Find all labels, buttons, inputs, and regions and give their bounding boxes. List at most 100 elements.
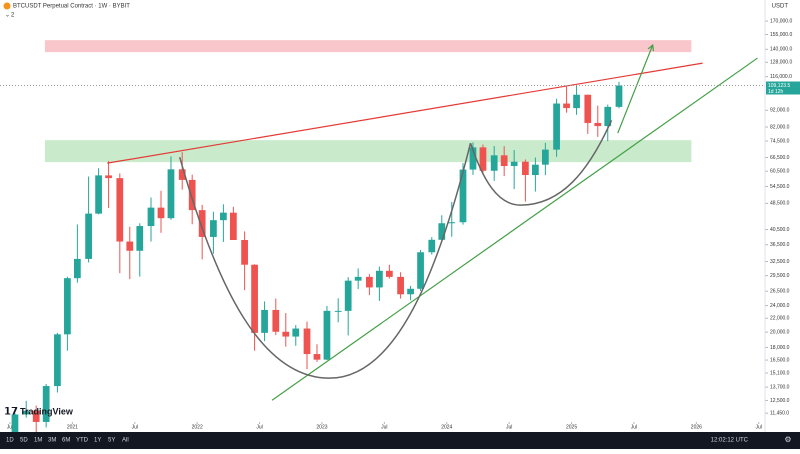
candle-body — [272, 309, 280, 332]
range-button[interactable]: All — [122, 438, 129, 444]
y-tick-label: 20,000.0 — [770, 329, 790, 335]
candle-body — [354, 276, 362, 281]
candle-body — [292, 328, 300, 337]
candle-body — [136, 226, 144, 251]
clock: 12:02:12 UTC — [711, 438, 749, 444]
x-tick-label: 2023 — [316, 424, 327, 430]
y-tick-label: 74,500.0 — [770, 138, 790, 144]
x-tick-label: Jul — [256, 424, 262, 430]
candle-body — [407, 288, 414, 295]
countdown-label: 1d 12h — [768, 89, 784, 95]
candle-body — [11, 414, 19, 446]
y-tick-label: 12,500.0 — [770, 398, 790, 404]
candle-body — [74, 258, 81, 279]
cup-curve — [469, 119, 613, 206]
candle-body — [323, 310, 331, 360]
symbol-icon — [3, 2, 11, 10]
last-price-tag — [766, 81, 800, 95]
range-button[interactable]: 1D — [6, 438, 14, 444]
candle-body — [157, 207, 165, 219]
candle-body — [417, 252, 424, 289]
currency-label[interactable]: USDT — [772, 4, 789, 10]
candle-body — [126, 241, 134, 251]
range-button[interactable]: 1M — [34, 438, 42, 444]
projection-arrow — [617, 43, 655, 134]
candle-body — [594, 122, 602, 127]
x-tick-label: 2025 — [566, 424, 577, 430]
candle-body — [188, 179, 196, 211]
price-zone — [44, 40, 692, 53]
candle-body — [198, 210, 206, 237]
candle-body — [366, 276, 373, 288]
candle-body — [147, 207, 155, 227]
y-tick-label: 155,000.0 — [770, 32, 792, 38]
candle-body — [553, 103, 560, 150]
range-button[interactable]: 3M — [48, 438, 56, 444]
range-button[interactable]: 5Y — [108, 438, 115, 444]
brand-name: TradingView — [20, 406, 74, 416]
y-tick-label: 54,500.0 — [770, 184, 790, 190]
y-tick-label: 48,500.0 — [770, 201, 790, 207]
candle-body — [64, 278, 71, 335]
y-tick-label: 18,000.0 — [770, 345, 790, 351]
y-tick-label: 32,500.0 — [770, 259, 790, 265]
y-tick-label: 60,500.0 — [770, 169, 790, 175]
candle-body — [85, 213, 92, 259]
y-tick-label: 170,000.0 — [770, 18, 792, 24]
indicator-toggle[interactable]: ⌄ — [5, 13, 10, 19]
y-tick-label: 128,000.0 — [770, 60, 792, 66]
y-tick-label: 29,500.0 — [770, 273, 790, 279]
price-zone — [44, 140, 692, 163]
candle-body — [469, 147, 477, 170]
candle-body — [438, 223, 446, 240]
y-tick-label: 15,100.0 — [770, 370, 790, 376]
x-tick-label: 2024 — [441, 424, 452, 430]
indicator-count[interactable]: 2 — [11, 13, 15, 19]
candle-body — [334, 310, 342, 312]
x-tick-label: Jul — [756, 424, 762, 430]
candle-body — [490, 155, 498, 171]
cup-curve — [178, 142, 472, 379]
candle-body — [178, 169, 186, 180]
y-tick-label: 66,500.0 — [770, 155, 790, 161]
candle-body — [344, 280, 352, 311]
candle-body — [397, 276, 404, 295]
settings-button[interactable]: ⚙ — [784, 435, 791, 444]
x-tick-label: Jul — [631, 424, 637, 430]
candle-body — [241, 239, 248, 265]
candle-body — [510, 161, 518, 167]
y-tick-label: 13,700.0 — [770, 384, 790, 390]
y-tick-label: 36,500.0 — [770, 242, 790, 248]
candle-body — [604, 106, 612, 127]
candle-body — [229, 212, 237, 240]
candle-body — [22, 410, 30, 415]
x-tick-label: Jul — [7, 424, 13, 430]
candle-body — [385, 270, 393, 277]
candle-body — [448, 222, 456, 224]
candle-body — [105, 175, 112, 179]
candle-body — [95, 175, 102, 214]
trendline — [107, 62, 703, 164]
range-button[interactable]: 6M — [62, 438, 70, 444]
y-tick-label: 40,500.0 — [770, 227, 790, 233]
brand-logo: 𝟭𝟳 — [4, 407, 18, 418]
candle-body — [428, 239, 436, 253]
range-button[interactable]: 5D — [20, 438, 28, 444]
range-button[interactable]: 1Y — [94, 438, 101, 444]
y-tick-label: 11,450.0 — [770, 411, 789, 417]
candle-body — [54, 334, 61, 387]
candle-body — [313, 354, 321, 360]
trendline — [271, 57, 758, 401]
candle-body — [303, 328, 311, 355]
candle-body — [532, 164, 539, 176]
y-tick-label: 92,000.0 — [770, 108, 790, 114]
chart-title: BTCUSDT Perpetual Contract · 1W · BYBIT — [13, 4, 130, 10]
x-tick-label: Jul — [506, 424, 512, 430]
bottom-toolbar — [0, 432, 800, 449]
candle-body — [479, 147, 487, 171]
candle-body — [522, 161, 529, 176]
y-tick-label: 16,500.0 — [770, 357, 790, 363]
range-button[interactable]: YTD — [76, 438, 89, 444]
x-tick-label: 2021 — [67, 424, 78, 430]
